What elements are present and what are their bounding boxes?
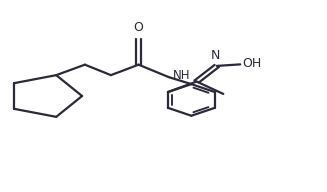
Text: NH: NH [172, 69, 190, 82]
Text: OH: OH [242, 57, 261, 70]
Text: N: N [211, 49, 220, 62]
Text: O: O [134, 21, 144, 34]
